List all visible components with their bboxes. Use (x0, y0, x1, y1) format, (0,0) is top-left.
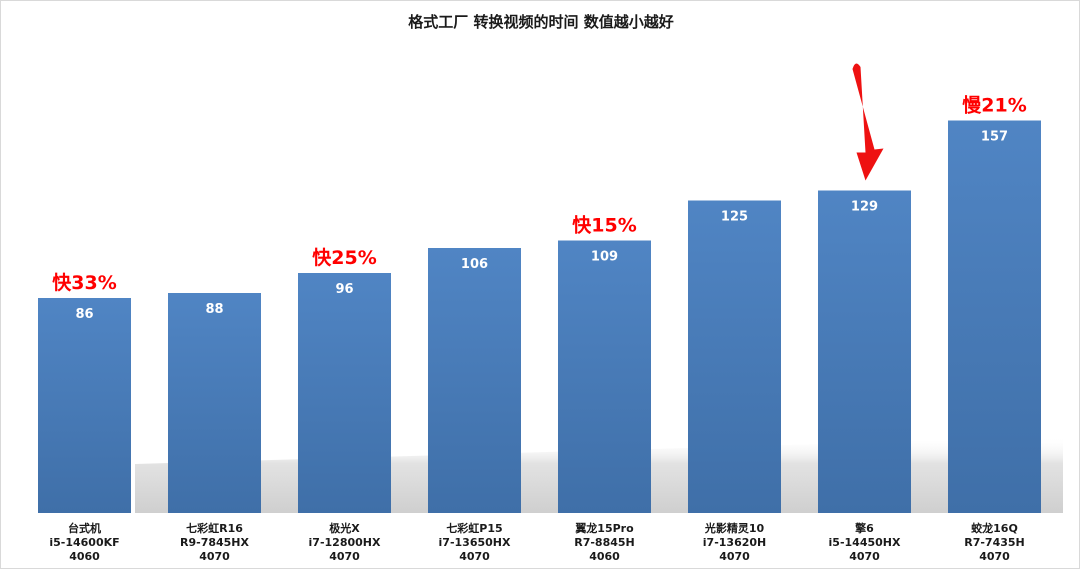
data-label: 129 (851, 200, 878, 215)
category-label: 极光X (329, 521, 360, 535)
data-label: 125 (721, 210, 748, 225)
chart-title: 格式工厂 转换视频的时间 数值越小越好 (408, 13, 674, 31)
category-label: i7-13650HX (439, 536, 511, 549)
category-label: 4070 (459, 550, 490, 563)
category-label: i5-14600KF (49, 536, 119, 549)
data-label: 109 (591, 250, 618, 265)
annotation-label: 快15% (572, 214, 636, 237)
bar (168, 293, 261, 513)
category-label: 4060 (69, 550, 100, 563)
bar (948, 120, 1041, 513)
data-label: 96 (335, 282, 353, 297)
data-label: 157 (981, 130, 1008, 145)
bar (298, 273, 391, 513)
category-label: 4070 (199, 550, 230, 563)
category-label: 4060 (589, 550, 620, 563)
category-label: 翼龙15Pro (574, 521, 634, 535)
bar (688, 200, 781, 513)
annotation-label: 快25% (312, 246, 376, 269)
category-label: R7-8845H (574, 536, 635, 549)
data-label: 106 (461, 257, 488, 272)
category-label: 擎6 (855, 521, 874, 535)
category-label: i7-12800HX (309, 536, 381, 549)
data-label: 88 (205, 302, 223, 317)
bar (38, 298, 131, 513)
category-label: 光影精灵10 (704, 521, 765, 535)
category-label: 蛟龙16Q (971, 521, 1018, 535)
category-label: 台式机 (68, 521, 101, 535)
bar (818, 190, 911, 513)
category-label: i5-14450HX (829, 536, 901, 549)
category-label: R9-7845HX (180, 536, 250, 549)
highlight-arrow-icon (852, 63, 884, 181)
category-label: 4070 (849, 550, 880, 563)
category-label: 4070 (329, 550, 360, 563)
bar (428, 248, 521, 513)
category-label: 七彩虹R16 (186, 521, 243, 535)
category-label: 4070 (979, 550, 1010, 563)
data-label: 86 (75, 307, 93, 322)
category-label: 4070 (719, 550, 750, 563)
bar (558, 240, 651, 513)
category-label: i7-13620H (703, 536, 766, 549)
category-label: R7-7435H (964, 536, 1025, 549)
category-label: 七彩虹P15 (446, 521, 502, 535)
annotation-label: 慢21% (962, 94, 1026, 117)
annotation-label: 快33% (52, 271, 116, 294)
